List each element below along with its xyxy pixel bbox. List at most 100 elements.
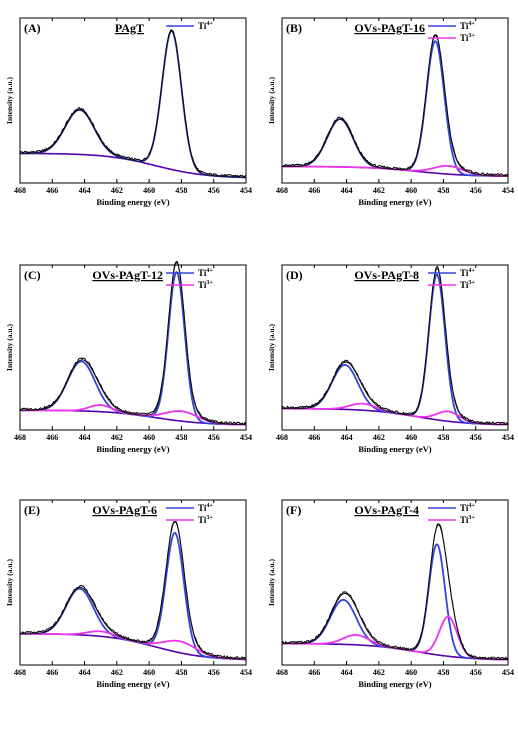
panel-label: (F) <box>286 503 301 517</box>
envelope-line <box>20 30 247 178</box>
x-tick-label: 468 <box>276 186 288 195</box>
legend-entry: Ti4+ <box>460 21 475 31</box>
x-tick-label: 458 <box>437 668 449 677</box>
plot-frame <box>281 264 509 431</box>
envelope-line <box>20 521 247 660</box>
panel-3: 468 466 464 462 460 458 456 454 Binding energy (… <box>5 260 252 454</box>
y-axis-label: Intensity (a.u.) <box>5 324 14 371</box>
legend-entry: Ti3+ <box>198 280 213 290</box>
series-Ti4plus <box>281 273 509 426</box>
legend-entry: Ti4+ <box>198 21 213 31</box>
legend-entry: Ti3+ <box>460 33 475 43</box>
x-tick-label: 460 <box>143 186 155 195</box>
x-tick-label: 462 <box>373 668 385 677</box>
experimental-line <box>19 29 247 178</box>
plot-frame <box>281 17 509 184</box>
x-tick-label: 458 <box>175 668 187 677</box>
x-tick-label: 464 <box>79 433 91 442</box>
x-axis-label: Binding energy (eV) <box>358 679 431 689</box>
x-tick-label: 460 <box>405 433 417 442</box>
x-tick-label: 456 <box>470 668 482 677</box>
x-tick-label: 456 <box>208 433 220 442</box>
x-tick-label: 468 <box>14 433 26 442</box>
x-axis-label: Binding energy (eV) <box>96 197 169 207</box>
x-tick-label: 466 <box>308 433 320 442</box>
x-tick-label: 458 <box>175 433 187 442</box>
x-tick-label: 462 <box>111 433 123 442</box>
panel-title: OVs-PAgT-12 <box>92 268 163 282</box>
panel-title: OVs-PAgT-4 <box>354 503 419 517</box>
panel-6: 468 466 464 462 460 458 456 454 Binding energy (… <box>267 499 514 689</box>
panel-title: OVs-PAgT-16 <box>354 21 425 35</box>
plot-frame <box>19 264 247 431</box>
x-tick-label: 454 <box>502 668 514 677</box>
x-tick-label: 460 <box>405 668 417 677</box>
envelope-line <box>19 262 247 426</box>
series-Ti4plus <box>20 29 247 179</box>
x-axis-label: Binding energy (eV) <box>96 679 169 689</box>
plot-frame <box>19 499 247 666</box>
x-tick-label: 468 <box>14 186 26 195</box>
x-tick-label: 466 <box>46 433 58 442</box>
x-tick-label: 468 <box>14 668 26 677</box>
x-tick-label: 458 <box>437 186 449 195</box>
plot-frame <box>19 17 247 184</box>
x-tick-label: 462 <box>373 186 385 195</box>
legend-entry: Ti4+ <box>198 503 213 513</box>
x-tick-label: 454 <box>240 668 252 677</box>
x-tick-label: 456 <box>208 186 220 195</box>
panel-label: (D) <box>286 268 303 282</box>
x-tick-label: 456 <box>470 433 482 442</box>
x-tick-label: 466 <box>46 186 58 195</box>
x-tick-label: 454 <box>502 433 514 442</box>
x-tick-label: 458 <box>175 186 187 195</box>
x-axis-label: Binding energy (eV) <box>358 444 431 454</box>
panel-title: OVs-PAgT-6 <box>92 503 157 517</box>
x-tick-label: 462 <box>111 668 123 677</box>
x-tick-label: 468 <box>276 433 288 442</box>
x-tick-label: 462 <box>373 433 385 442</box>
x-tick-label: 468 <box>276 668 288 677</box>
panel-4: 468 466 464 462 460 458 456 454 Binding energy (… <box>267 264 514 454</box>
panel-1: 468 466 464 462 460 458 456 454 Binding energy (… <box>5 17 252 207</box>
x-tick-label: 460 <box>143 668 155 677</box>
legend-entry: Ti4+ <box>460 503 475 513</box>
panel-5: 468 466 464 462 460 458 456 454 Binding energy (… <box>5 499 252 689</box>
x-tick-label: 458 <box>437 433 449 442</box>
x-axis-label: Binding energy (eV) <box>96 444 169 454</box>
y-axis-label: Intensity (a.u.) <box>267 559 276 606</box>
envelope-line <box>281 268 509 426</box>
experimental-line <box>281 34 509 177</box>
panel-label: (A) <box>24 21 41 35</box>
x-tick-label: 464 <box>341 433 353 442</box>
x-tick-label: 466 <box>308 186 320 195</box>
experimental-line <box>19 520 247 660</box>
legend-entry: Ti3+ <box>198 515 213 525</box>
envelope-line <box>282 34 509 177</box>
panel-title: OVs-PAgT-8 <box>354 268 419 282</box>
x-tick-label: 464 <box>79 186 91 195</box>
legend-entry: Ti4+ <box>460 268 475 278</box>
experimental-line <box>281 265 509 425</box>
panel-label: (C) <box>24 268 41 282</box>
x-tick-label: 454 <box>240 433 252 442</box>
x-tick-label: 462 <box>111 186 123 195</box>
x-axis-label: Binding energy (eV) <box>358 197 431 207</box>
y-axis-label: Intensity (a.u.) <box>267 324 276 371</box>
background-line <box>19 152 247 179</box>
legend-entry: Ti3+ <box>460 280 475 290</box>
series-Ti4plus <box>281 543 509 661</box>
panel-2: 468 466 464 462 460 458 456 454 Binding energy (… <box>267 17 514 207</box>
panel-title: PAgT <box>115 21 144 35</box>
x-tick-label: 464 <box>341 668 353 677</box>
panel-label: (B) <box>286 21 302 35</box>
x-tick-label: 454 <box>240 186 252 195</box>
x-tick-label: 460 <box>405 186 417 195</box>
envelope-line <box>281 524 509 661</box>
x-tick-label: 456 <box>208 668 220 677</box>
legend-entry: Ti4+ <box>198 268 213 278</box>
x-tick-label: 466 <box>308 668 320 677</box>
y-axis-label: Intensity (a.u.) <box>5 559 14 606</box>
y-axis-label: Intensity (a.u.) <box>5 77 14 124</box>
x-tick-label: 466 <box>46 668 58 677</box>
